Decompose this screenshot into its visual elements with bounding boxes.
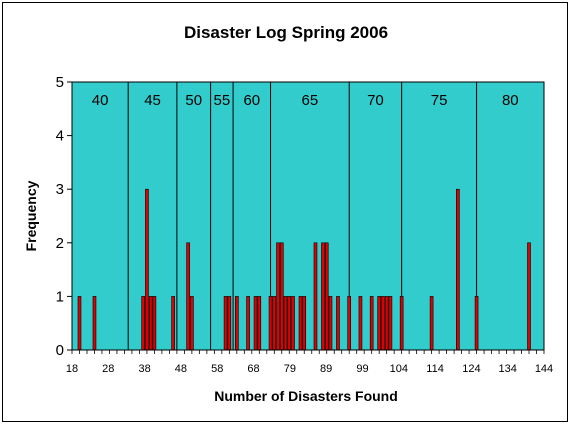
- band-label: 50: [185, 92, 202, 109]
- x-tick-label: 68: [247, 363, 259, 375]
- y-tick-label: 4: [56, 128, 64, 145]
- bar: [257, 296, 262, 351]
- bar: [527, 242, 531, 351]
- x-tick-label: 48: [175, 363, 187, 375]
- bar: [429, 296, 434, 351]
- bar: [272, 296, 277, 351]
- x-tick-label: 99: [356, 363, 368, 375]
- bar: [152, 296, 157, 351]
- band-label: 45: [144, 92, 161, 109]
- y-axis: 0 1 2 3 4 5: [56, 74, 73, 359]
- bar: [474, 296, 479, 351]
- x-tick-label: 89: [320, 363, 332, 375]
- bar: [283, 296, 288, 351]
- bar: [227, 296, 232, 351]
- x-tick-label: 134: [499, 363, 517, 375]
- bar: [347, 296, 352, 351]
- bar: [141, 296, 145, 351]
- bar: [298, 296, 303, 351]
- x-tick-label: 18: [66, 363, 78, 375]
- bar: [399, 296, 404, 351]
- band-label: 65: [302, 92, 319, 109]
- band-label: 60: [243, 92, 260, 109]
- y-tick-label: 5: [56, 74, 64, 91]
- bar: [253, 296, 258, 351]
- bar: [148, 296, 153, 351]
- x-tick-label: 114: [426, 363, 444, 375]
- bar: [77, 296, 82, 351]
- bar: [171, 296, 175, 351]
- bar: [276, 242, 280, 351]
- bar: [235, 296, 239, 351]
- band-label: 70: [367, 92, 384, 109]
- bar: [384, 296, 389, 351]
- band-label: 40: [92, 92, 109, 109]
- bar: [313, 242, 318, 351]
- bar: [246, 296, 250, 351]
- bar: [291, 296, 295, 351]
- band-label: 55: [213, 92, 230, 109]
- x-axis-title: Number of Disasters Found: [214, 388, 398, 404]
- bar: [190, 296, 194, 351]
- bar: [381, 296, 385, 351]
- bars: [77, 188, 531, 351]
- band-label: 75: [431, 92, 448, 109]
- chart-title: Disaster Log Spring 2006: [184, 23, 388, 42]
- x-axis: 18 28 38 48 58 68 79 89 99 104 114 124 134 144: [66, 349, 553, 375]
- bar: [358, 296, 363, 351]
- y-tick-label: 0: [56, 342, 64, 359]
- bar: [328, 296, 333, 351]
- bar: [369, 296, 374, 351]
- bar: [186, 242, 190, 351]
- bar: [377, 296, 381, 351]
- bar: [302, 296, 307, 351]
- x-tick-label: 28: [102, 363, 114, 375]
- y-axis-title: Frequency: [23, 180, 39, 251]
- y-tick-label: 3: [56, 181, 64, 198]
- x-tick-label: 144: [535, 363, 553, 375]
- x-tick-label: 58: [211, 363, 223, 375]
- bar: [145, 188, 149, 351]
- bar: [388, 296, 393, 351]
- x-tick-label: 124: [462, 363, 480, 375]
- bar: [324, 242, 329, 351]
- bar: [287, 296, 292, 351]
- bar: [279, 242, 284, 351]
- band-label: 80: [502, 92, 519, 109]
- bar: [321, 242, 325, 351]
- bar: [223, 296, 228, 351]
- x-tick-label: 38: [138, 363, 150, 375]
- x-tick-label: 104: [390, 363, 408, 375]
- y-tick-label: 1: [56, 288, 64, 305]
- bar: [268, 296, 273, 351]
- bar: [336, 296, 340, 351]
- y-tick-label: 2: [56, 235, 64, 252]
- bar: [456, 188, 460, 351]
- x-tick-label: 79: [284, 363, 296, 375]
- bar: [92, 296, 97, 351]
